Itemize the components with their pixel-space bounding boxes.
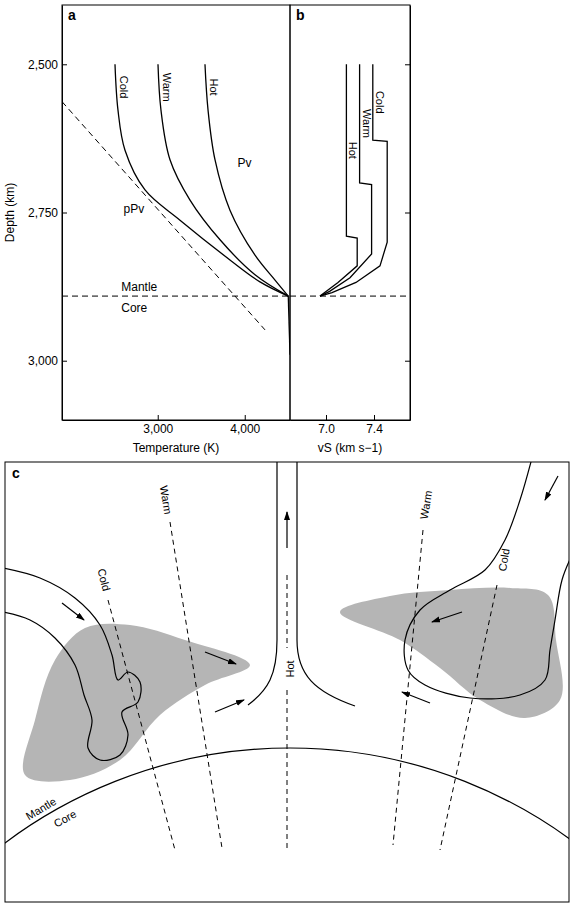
grey-region: [23, 624, 250, 782]
y-tick-mark: [62, 64, 67, 65]
y-tick-mark: [62, 361, 67, 362]
grey-region: [340, 588, 563, 718]
x-tick-mark: [374, 415, 375, 420]
y-tick-mark: [405, 213, 410, 214]
series-label: Warm: [161, 73, 173, 102]
profile-line: [440, 585, 497, 850]
slab: [5, 568, 141, 760]
x-tick-mark: [245, 415, 246, 420]
panel-letter: c: [12, 465, 20, 481]
plume: [248, 462, 277, 705]
y-tick: 2,750: [28, 206, 67, 220]
x-tick: 7.0: [318, 415, 335, 436]
x-tick-label: 7.0: [318, 422, 335, 436]
flow-label: Warm: [418, 490, 434, 520]
plot-frame: [290, 5, 410, 420]
flow-label: Warm: [158, 485, 174, 515]
y-tick: 2,500: [28, 58, 67, 72]
series-label: Cold: [118, 76, 130, 99]
series-labels: ColdWarmHot: [347, 91, 385, 159]
series-label: Warm: [361, 109, 373, 138]
y-tick: [405, 64, 410, 65]
x-axis: 3,000 4,000: [63, 415, 291, 436]
panel-letter: b: [296, 7, 305, 23]
slab: [404, 462, 569, 699]
x-tick-label: 3,000: [143, 422, 173, 436]
diagram-shapes: [5, 462, 569, 902]
flow-arrow: [62, 603, 84, 620]
flow-arrow: [432, 612, 462, 622]
y-tick-label: 2,500: [28, 58, 58, 72]
x-tick-label: 7.4: [366, 422, 383, 436]
flow-arrow: [205, 652, 236, 664]
x-tick-label: 4,000: [230, 422, 260, 436]
y-tick: 3,000: [28, 354, 67, 368]
x-tick-mark: [326, 415, 327, 420]
y-tick: [405, 361, 410, 362]
x-axis-title: vS (km s−1): [318, 441, 382, 455]
profile-line: [205, 64, 288, 296]
flow-label: Hot: [284, 660, 296, 677]
profile-line: [320, 64, 387, 296]
y-tick: [405, 213, 410, 214]
profile-line: [320, 64, 357, 296]
annotation: Pv: [238, 156, 252, 170]
profile-line: [170, 522, 222, 848]
annotation: Mantle: [121, 280, 157, 294]
y-tick-mark: [405, 64, 410, 65]
profile-line: [115, 64, 288, 296]
flow-label: Cold: [96, 567, 113, 592]
profile-line: [320, 64, 372, 296]
profile-line: [287, 575, 288, 648]
panel-0: 3,000 4,000 2,500 2,750 3,000 Temperature (K)…: [3, 5, 291, 455]
reference-line: [290, 296, 410, 297]
flow-arrow: [545, 476, 558, 500]
series-group: [62, 64, 290, 355]
profile-line: [287, 690, 288, 850]
plume: [297, 462, 355, 706]
y-tick-mark: [62, 213, 67, 214]
figure: 3,000 4,000 2,500 2,750 3,000 Temperature (K)…: [0, 0, 574, 908]
panel-1: 7.0 7.4 vS (km s−1) b ColdWarmHot: [290, 5, 411, 455]
reference-line: [62, 296, 290, 297]
annotation: pPv: [124, 202, 145, 216]
profile-line: [393, 530, 423, 845]
panel-letter: a: [68, 7, 76, 23]
y-tick-label: 3,000: [28, 354, 58, 368]
panel-c: cColdWarmHotWarmColdMantleCore: [0, 458, 574, 908]
flow-arrow: [402, 692, 430, 703]
profile-line: [158, 64, 288, 296]
series-label: Hot: [208, 79, 220, 96]
panel-frame: [5, 462, 569, 902]
x-tick-mark: [158, 415, 159, 420]
flow-arrow: [215, 700, 244, 712]
flow-label: Cold: [496, 548, 511, 572]
series-label: Cold: [374, 91, 386, 114]
plot-frame: [62, 5, 290, 420]
x-tick: 4,000: [230, 415, 260, 436]
y-tick-mark: [405, 361, 410, 362]
flow-arrow: [286, 512, 287, 548]
series-label: Hot: [347, 142, 359, 159]
x-tick: 7.4: [366, 415, 383, 436]
annotation: Core: [121, 301, 147, 315]
series-labels: Cold Warm Hot: [118, 73, 220, 102]
y-axis: [405, 6, 411, 421]
profile-line: [108, 600, 175, 850]
x-axis-line: [291, 420, 411, 421]
y-axis: 2,500 2,750 3,000: [28, 6, 67, 421]
y-axis-title: Depth (km): [3, 183, 17, 242]
y-tick-label: 2,750: [28, 206, 58, 220]
x-axis-title: Temperature (K): [133, 441, 220, 455]
y-axis-line: [410, 6, 411, 421]
x-tick: 3,000: [143, 415, 173, 436]
boundary-label: Core: [52, 807, 79, 829]
series-group: [290, 64, 410, 296]
x-axis: 7.0 7.4: [291, 415, 411, 436]
